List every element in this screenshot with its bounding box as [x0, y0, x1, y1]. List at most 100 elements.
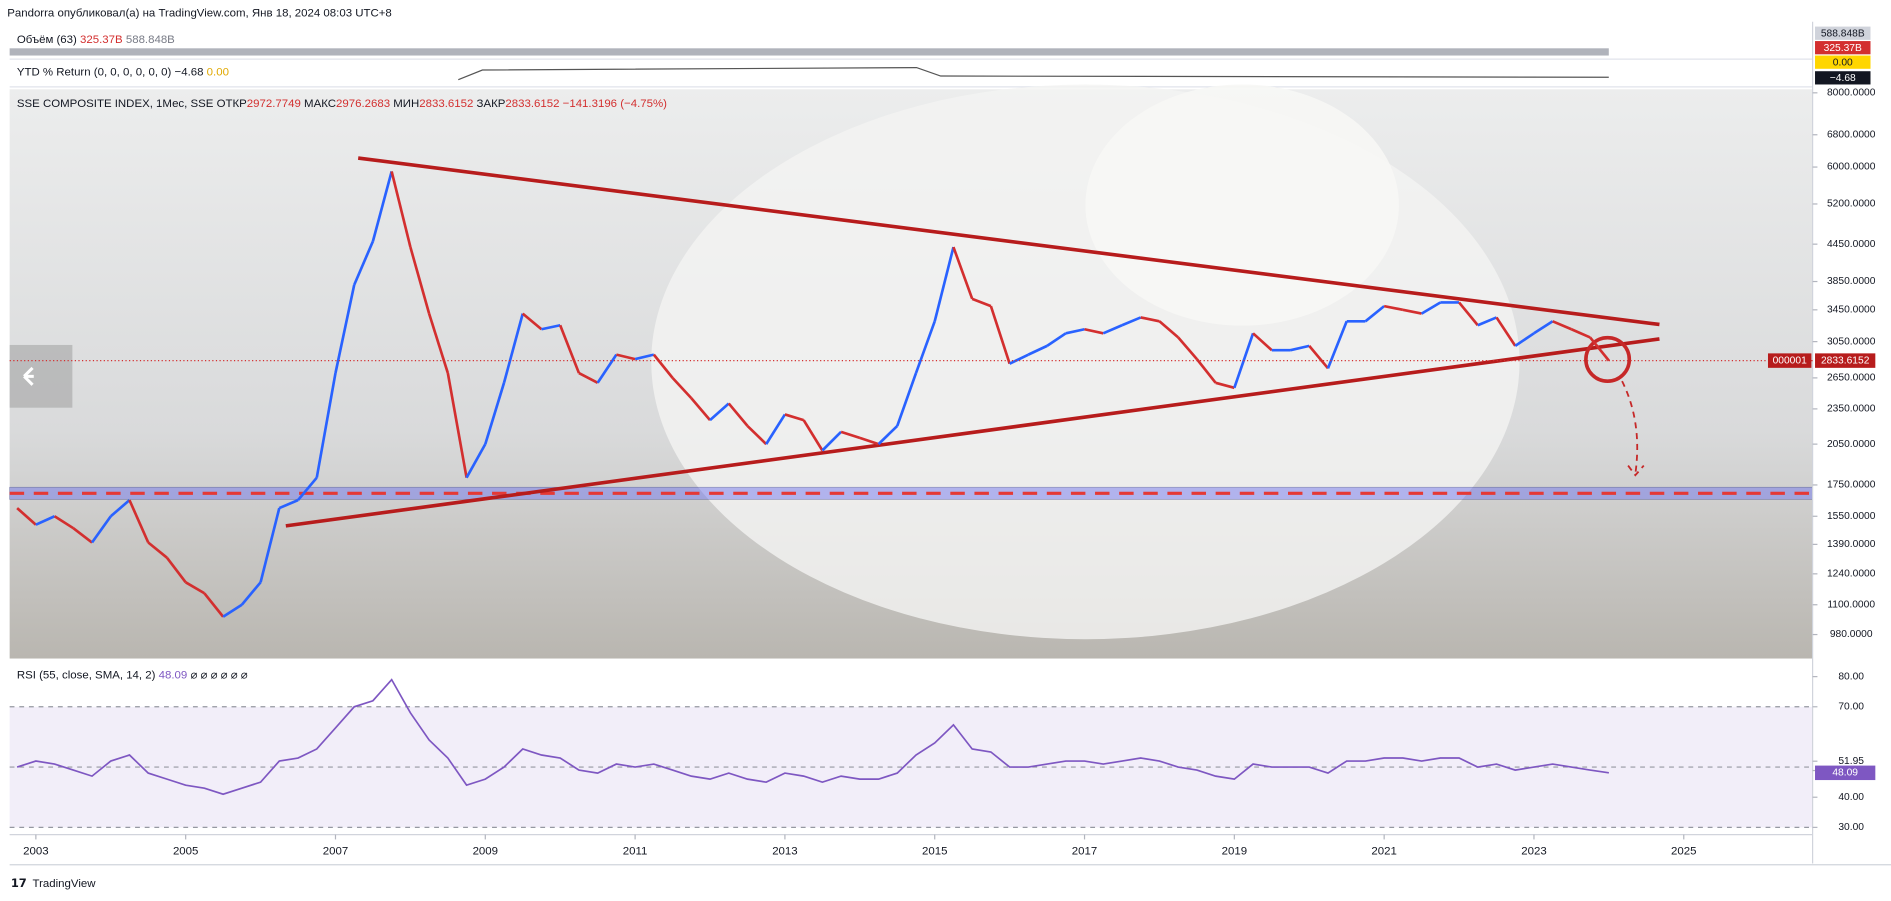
symbol-label: 000001 — [1773, 355, 1808, 366]
highlight-circle — [1584, 335, 1632, 383]
last-value-box — [1815, 353, 1876, 368]
rsi-legend: RSI (55, close, SMA, 14, 2) 48.09 ⌀ ⌀ ⌀ … — [17, 669, 248, 681]
volume-label: Объём (63) 325.37B 588.848B — [17, 34, 175, 46]
x-tick-label: 2009 — [473, 846, 498, 858]
box — [1815, 41, 1871, 55]
ohlc-label: ОТКР — [217, 98, 248, 110]
rsi-title: RSI (55, close, SMA, 14, 2) — [17, 669, 156, 681]
y-tick-label: 40.00 — [1838, 792, 1864, 803]
y-tick-label: 30.00 — [1838, 822, 1864, 833]
y-tick-label: 4450.0000 — [1827, 239, 1876, 250]
price-segment — [765, 413, 787, 445]
price-segment — [315, 372, 337, 478]
price-segment — [1252, 332, 1273, 352]
price-segment — [784, 413, 805, 422]
price-segment — [165, 556, 187, 584]
price-segment — [1552, 320, 1572, 331]
price-segment — [53, 515, 75, 530]
volume-max: 588.848B — [126, 34, 175, 46]
y-tick-label: 1550.0000 — [1827, 511, 1876, 522]
price-segment — [409, 246, 431, 314]
price-segment — [877, 424, 899, 446]
x-tick-label: 2021 — [1371, 846, 1396, 858]
box — [1815, 71, 1871, 85]
rsi-value: 48.09 — [159, 669, 188, 681]
price-segment — [427, 313, 450, 374]
price-segment — [72, 527, 93, 544]
price-segment — [259, 507, 281, 583]
volume-name: Объём (63) — [17, 34, 77, 46]
brand: TradingView — [33, 878, 97, 890]
x-tick-label: 2023 — [1521, 846, 1546, 858]
ytd-label: YTD % Return (0, 0, 0, 0, 0, 0) −4.68 0.… — [17, 66, 229, 78]
price-segment — [727, 402, 749, 427]
x-tick-label: 2025 — [1671, 846, 1696, 858]
ohlc-value: 2972.7749 — [247, 98, 301, 110]
price-segment — [90, 515, 112, 544]
y-tick-label: 1240.0000 — [1827, 569, 1876, 580]
volume-strip — [9, 48, 1609, 56]
price-segment — [1215, 381, 1235, 390]
price-segment — [596, 353, 618, 384]
price-segment — [465, 443, 487, 479]
x-tick-label: 2019 — [1222, 846, 1247, 858]
price-segment — [446, 372, 468, 478]
ohlc-value: 2833.6152 — [505, 98, 559, 110]
y-tick-label: 3050.0000 — [1827, 336, 1876, 347]
x-tick-label: 2017 — [1072, 846, 1097, 858]
symbol-title: SSE COMPOSITE INDEX, 1Мес, SSE — [17, 98, 214, 110]
ohlc-value: 2976.2683 — [336, 98, 390, 110]
price-segment — [1383, 304, 1404, 312]
price-segment — [971, 297, 992, 308]
price-segment — [185, 581, 206, 595]
price-segment — [147, 541, 168, 559]
price-segment — [297, 476, 318, 501]
price-segment — [278, 498, 299, 510]
change: −141.3196 (−4.75%) — [563, 98, 667, 110]
price-segment — [989, 305, 1011, 365]
price-segment — [802, 419, 824, 452]
y-tick-label: 2050.0000 — [1827, 439, 1876, 450]
box — [1815, 55, 1871, 69]
price-segment — [35, 515, 56, 526]
price-segment — [690, 397, 712, 421]
y-tick-label: 1390.0000 — [1827, 539, 1876, 550]
ytd-name: YTD % Return (0, 0, 0, 0, 0, 0) — [17, 66, 172, 78]
price-segment — [1102, 324, 1123, 335]
y-tick-label: 6000.0000 — [1827, 162, 1876, 173]
price-segment — [1364, 305, 1385, 323]
price-segment — [484, 382, 506, 445]
price-segment — [1027, 344, 1048, 356]
price-segment — [1458, 301, 1479, 327]
x-tick-label: 2005 — [173, 846, 198, 858]
y-tick-label: 5200.0000 — [1827, 199, 1876, 210]
symbol-box — [1767, 353, 1812, 368]
last-value-label: 48.09 — [1832, 768, 1858, 779]
ytd-zero: 0.00 — [207, 66, 229, 78]
ohlc-label: ЗАКР — [477, 98, 506, 110]
price-segment — [933, 246, 955, 322]
price-segment — [16, 507, 37, 526]
price-segment — [1121, 316, 1142, 327]
y-tick-label: 51.95 — [1838, 756, 1864, 767]
ohlc-label: МАКС — [304, 98, 336, 110]
price-segment — [1570, 328, 1591, 339]
price-segment — [1009, 353, 1029, 365]
x-tick-label: 2007 — [323, 846, 348, 858]
y-tick-label: 70.00 — [1838, 701, 1864, 712]
ytd-line — [458, 66, 1609, 81]
price-segment — [334, 284, 356, 374]
price-segment — [746, 424, 768, 446]
price-segment — [952, 246, 974, 300]
scroll-button[interactable] — [9, 344, 73, 408]
logo: 𝟭𝟳 — [11, 878, 27, 890]
price-segment — [1065, 327, 1085, 335]
y-tick-label: 8000.0000 — [1827, 88, 1876, 99]
price-segment — [821, 430, 843, 452]
price-segment — [1420, 301, 1442, 315]
price-segment — [578, 371, 599, 384]
y-tick-label: 6800.0000 — [1827, 129, 1876, 140]
price-segment — [1477, 316, 1498, 327]
rsi-extra: ⌀ ⌀ ⌀ ⌀ ⌀ ⌀ — [190, 669, 247, 681]
price-segment — [896, 372, 918, 427]
